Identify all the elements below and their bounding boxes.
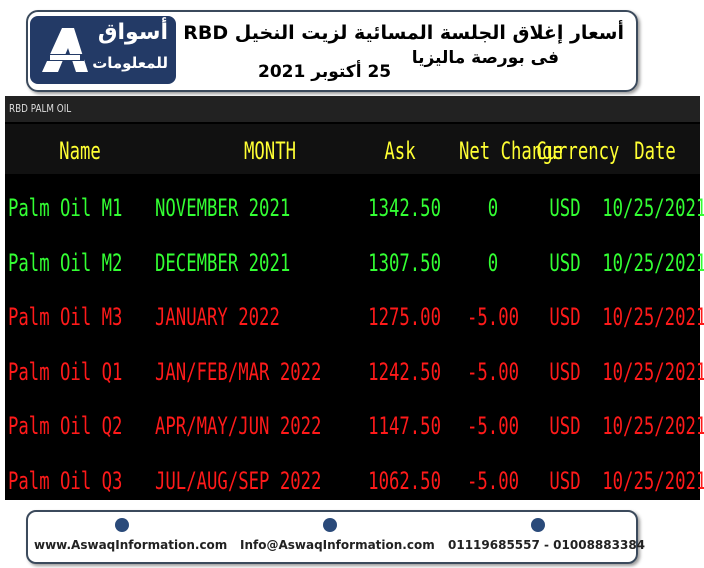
logo-text: أسواق bbox=[97, 20, 168, 45]
email-icon bbox=[323, 518, 337, 532]
name-cell: Palm Oil Q2 bbox=[8, 412, 123, 440]
column-header: Name bbox=[59, 137, 101, 165]
currency-cell: USD bbox=[549, 303, 581, 331]
month-cell: JAN/FEB/MAR 2022 bbox=[155, 357, 322, 386]
net-change-cell: -5.00 bbox=[466, 466, 520, 495]
currency-cell: USD bbox=[549, 357, 581, 386]
date-cell: 10/25/2021 bbox=[602, 357, 704, 386]
date-cell: 10/25/2021 bbox=[602, 248, 704, 277]
ask-cell: 1307.50 bbox=[368, 248, 441, 277]
phone: 01119685557 - 01008883384 bbox=[448, 538, 646, 552]
net-change-cell: -5.00 bbox=[466, 412, 520, 440]
column-header: Net Change bbox=[459, 137, 564, 165]
subtitle: فى بورصة ماليزيا bbox=[411, 48, 559, 68]
column-header: Currency bbox=[536, 137, 620, 165]
currency-cell: USD bbox=[549, 466, 581, 495]
name-cell: Palm Oil M3 bbox=[8, 303, 123, 331]
terminal-panel: RBD PALM OIL Name MONTH Ask Net Change Curre… bbox=[5, 96, 704, 500]
column-header: Ask bbox=[384, 137, 416, 165]
net-change-cell: -5.00 bbox=[466, 303, 520, 331]
column-header: Date bbox=[634, 137, 676, 165]
month-cell: DECEMBER 2021 bbox=[155, 248, 291, 277]
header-box bbox=[26, 10, 638, 92]
date-cell: 10/25/2021 bbox=[602, 303, 704, 331]
month-cell: JANUARY 2022 bbox=[155, 303, 280, 331]
date-cell: 10/25/2021 bbox=[602, 194, 704, 222]
date-cell: 10/25/2021 bbox=[602, 412, 704, 440]
logo-subtext: للمعلومات bbox=[92, 54, 168, 72]
ask-cell: 1147.50 bbox=[368, 412, 441, 440]
ask-cell: 1242.50 bbox=[368, 357, 441, 386]
web-icon bbox=[115, 518, 129, 532]
currency-cell: USD bbox=[549, 194, 581, 222]
name-cell: Palm Oil M2 bbox=[8, 248, 123, 277]
name-cell: Palm Oil Q1 bbox=[8, 357, 123, 386]
name-cell: Palm Oil Q3 bbox=[8, 466, 123, 495]
logo-icon bbox=[42, 28, 88, 72]
net-change-cell: 0 bbox=[487, 194, 499, 222]
panel-label: RBD PALM OIL bbox=[9, 102, 72, 115]
ask-cell: 1275.00 bbox=[368, 303, 441, 331]
net-change-cell: -5.00 bbox=[466, 357, 520, 386]
date-cell: 10/25/2021 bbox=[602, 466, 704, 495]
column-header: MONTH bbox=[243, 137, 297, 165]
month-cell: APR/MAY/JUN 2022 bbox=[155, 412, 322, 440]
subtitle: 25 أكتوبر 2021 bbox=[258, 62, 392, 82]
month-cell: NOVEMBER 2021 bbox=[155, 194, 291, 222]
ask-cell: 1342.50 bbox=[368, 194, 441, 222]
logo: أسواق للمعلومات bbox=[30, 16, 176, 84]
ask-cell: 1062.50 bbox=[368, 466, 441, 495]
email: Info@AswaqInformation.com bbox=[240, 538, 435, 552]
name-cell: Palm Oil M1 bbox=[8, 194, 123, 222]
net-change-cell: 0 bbox=[487, 248, 499, 277]
footer-box bbox=[26, 510, 638, 564]
currency-cell: USD bbox=[549, 248, 581, 277]
website: www.AswaqInformation.com bbox=[34, 538, 228, 552]
currency-cell: USD bbox=[549, 412, 581, 440]
phone-icon bbox=[531, 518, 545, 532]
month-cell: JUL/AUG/SEP 2022 bbox=[155, 466, 322, 495]
title: أسعار إغلاق الجلسة المسائية لزيت النخيل … bbox=[183, 22, 624, 44]
